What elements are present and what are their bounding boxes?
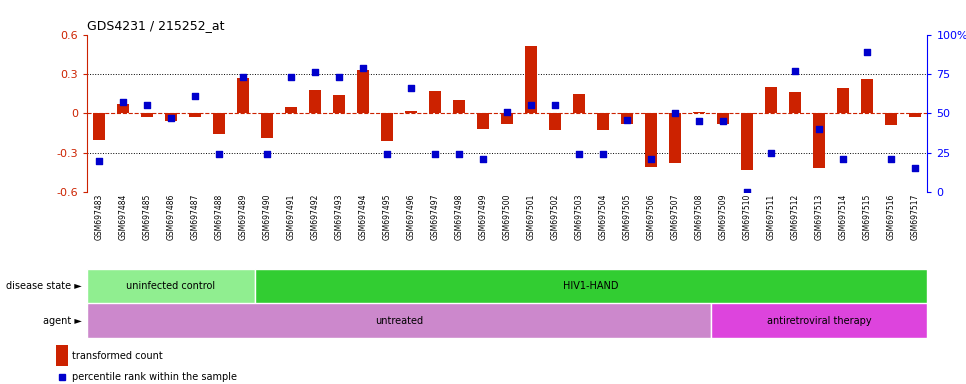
Bar (255, 269, 927, 303)
Point (619, 116, 635, 122)
Bar (669, 113, 681, 163)
Text: HIV1-HAND: HIV1-HAND (563, 281, 619, 291)
Bar (117, 104, 129, 113)
Text: GDS4231 / 215252_at: GDS4231 / 215252_at (87, 19, 224, 32)
Bar (141, 113, 153, 117)
Point (475, 156, 491, 162)
Point (787, 68, 803, 74)
Point (187, 93, 203, 99)
Bar (285, 107, 298, 113)
Point (811, 126, 827, 132)
Point (259, 151, 274, 157)
Bar (261, 113, 273, 138)
Bar (93, 113, 105, 139)
Point (692, 118, 707, 124)
Bar (309, 90, 321, 113)
Bar (550, 113, 561, 130)
Point (307, 69, 323, 75)
Bar (741, 113, 753, 170)
Point (643, 156, 659, 162)
Point (860, 49, 875, 55)
Bar (87, 303, 711, 338)
Bar (694, 112, 705, 113)
Bar (56, 345, 68, 366)
Point (331, 74, 347, 80)
Text: percentile rank within the sample: percentile rank within the sample (72, 372, 238, 382)
Point (139, 103, 155, 109)
Bar (453, 100, 466, 113)
Point (404, 85, 419, 91)
Point (716, 118, 731, 124)
Bar (717, 113, 729, 124)
Point (163, 115, 179, 121)
Point (908, 166, 923, 172)
Bar (886, 113, 897, 125)
Point (355, 65, 371, 71)
Text: agent ►: agent ► (43, 316, 82, 326)
Bar (813, 113, 825, 169)
Bar (477, 113, 489, 129)
Bar (765, 87, 778, 113)
Point (884, 156, 899, 162)
Bar (711, 303, 927, 338)
Point (451, 151, 467, 157)
Point (572, 151, 587, 157)
Text: transformed count: transformed count (72, 351, 163, 361)
Bar (621, 113, 634, 124)
Point (283, 74, 298, 80)
Bar (357, 70, 369, 113)
Text: disease state ►: disease state ► (7, 281, 82, 291)
Point (548, 103, 563, 109)
Point (91, 157, 106, 164)
Point (499, 109, 515, 115)
Bar (189, 113, 201, 117)
Bar (645, 113, 657, 167)
Point (524, 103, 539, 109)
Point (236, 74, 251, 80)
Bar (597, 113, 610, 130)
Bar (862, 79, 873, 113)
Bar (87, 269, 255, 303)
Point (380, 151, 395, 157)
Bar (237, 78, 249, 113)
Bar (573, 94, 585, 113)
Point (668, 110, 683, 116)
Bar (838, 88, 849, 113)
Bar (165, 113, 177, 121)
Point (763, 150, 779, 156)
Bar (405, 111, 417, 113)
Bar (789, 92, 802, 113)
Bar (429, 91, 441, 113)
Point (836, 156, 851, 162)
Point (115, 99, 130, 105)
Bar (333, 95, 345, 113)
Text: untreated: untreated (375, 316, 423, 326)
Point (595, 151, 611, 157)
Point (212, 151, 227, 157)
Text: antiretroviral therapy: antiretroviral therapy (767, 316, 871, 326)
Point (740, 189, 755, 195)
Text: uninfected control: uninfected control (127, 281, 215, 291)
Bar (501, 113, 513, 124)
Bar (526, 46, 537, 113)
Bar (382, 113, 393, 141)
Bar (213, 113, 225, 134)
Bar (909, 113, 922, 117)
Point (427, 151, 442, 157)
